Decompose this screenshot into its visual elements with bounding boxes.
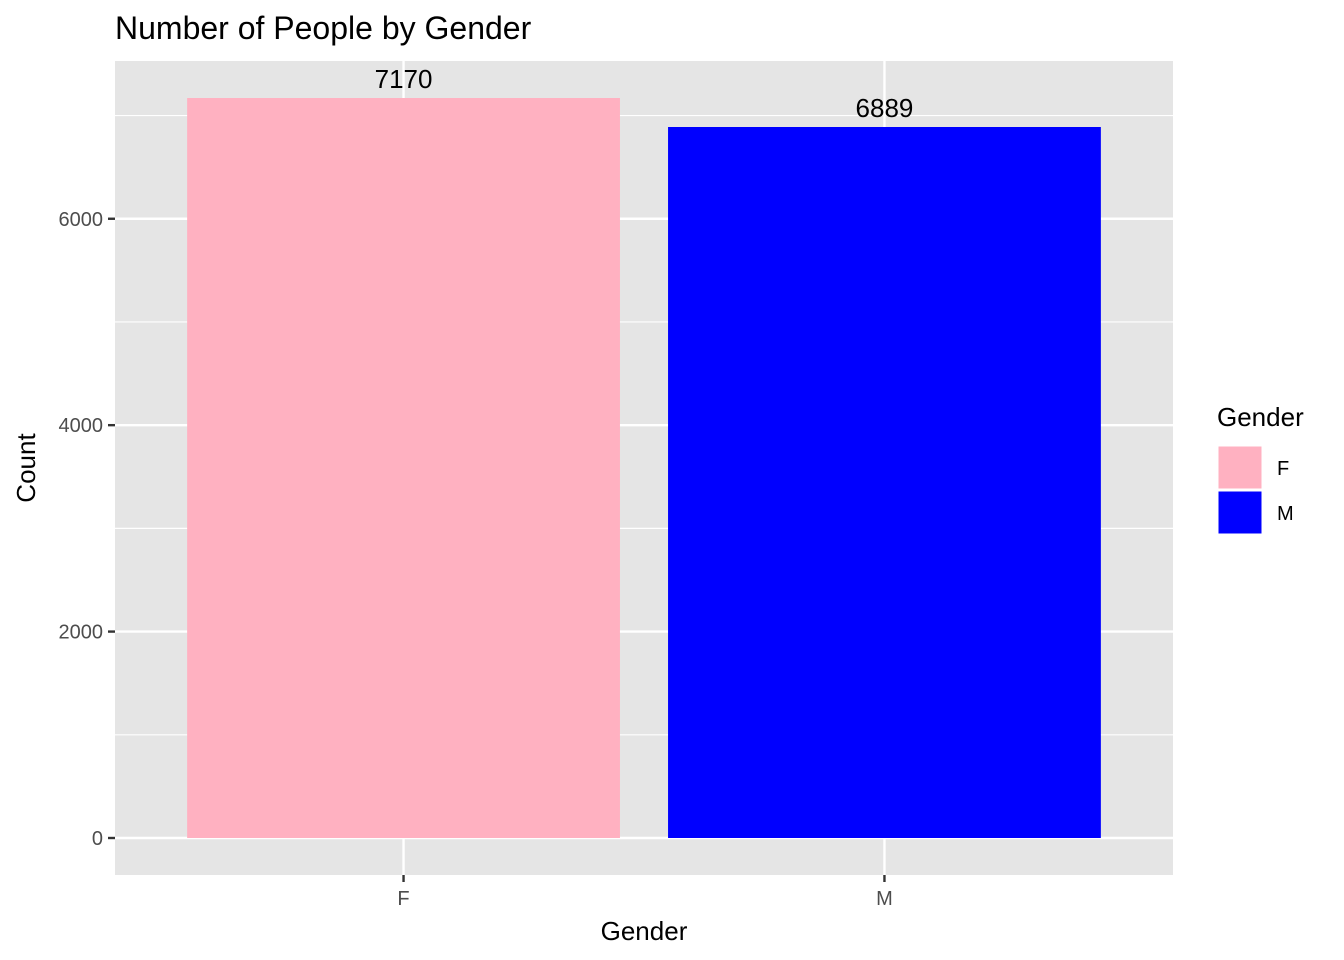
legend: Gender FM xyxy=(1217,402,1304,535)
x-tick-label: M xyxy=(876,888,893,910)
bar-f xyxy=(187,98,620,838)
legend-title: Gender xyxy=(1217,402,1304,432)
data-labels: 7170 6889 xyxy=(375,64,914,123)
legend-label: F xyxy=(1277,458,1289,480)
legend-key-f xyxy=(1217,445,1263,490)
data-label: 7170 xyxy=(375,64,433,94)
x-axis-title: Gender xyxy=(601,916,688,946)
bar-m xyxy=(668,127,1101,838)
y-axis: 0 2000 4000 6000 xyxy=(59,209,115,850)
y-tick-label: 6000 xyxy=(59,209,104,231)
data-label: 6889 xyxy=(856,93,914,123)
y-tick-label: 2000 xyxy=(59,622,104,644)
y-tick-label: 4000 xyxy=(59,415,104,437)
x-tick-label: F xyxy=(397,888,409,910)
legend-label: M xyxy=(1277,503,1294,525)
y-tick-label: 0 xyxy=(92,828,103,850)
chart-title: Number of People by Gender xyxy=(115,10,532,46)
y-axis-title: Count xyxy=(11,433,41,503)
legend-key-m xyxy=(1217,490,1263,535)
legend-items: FM xyxy=(1217,445,1294,535)
bars xyxy=(187,98,1101,838)
